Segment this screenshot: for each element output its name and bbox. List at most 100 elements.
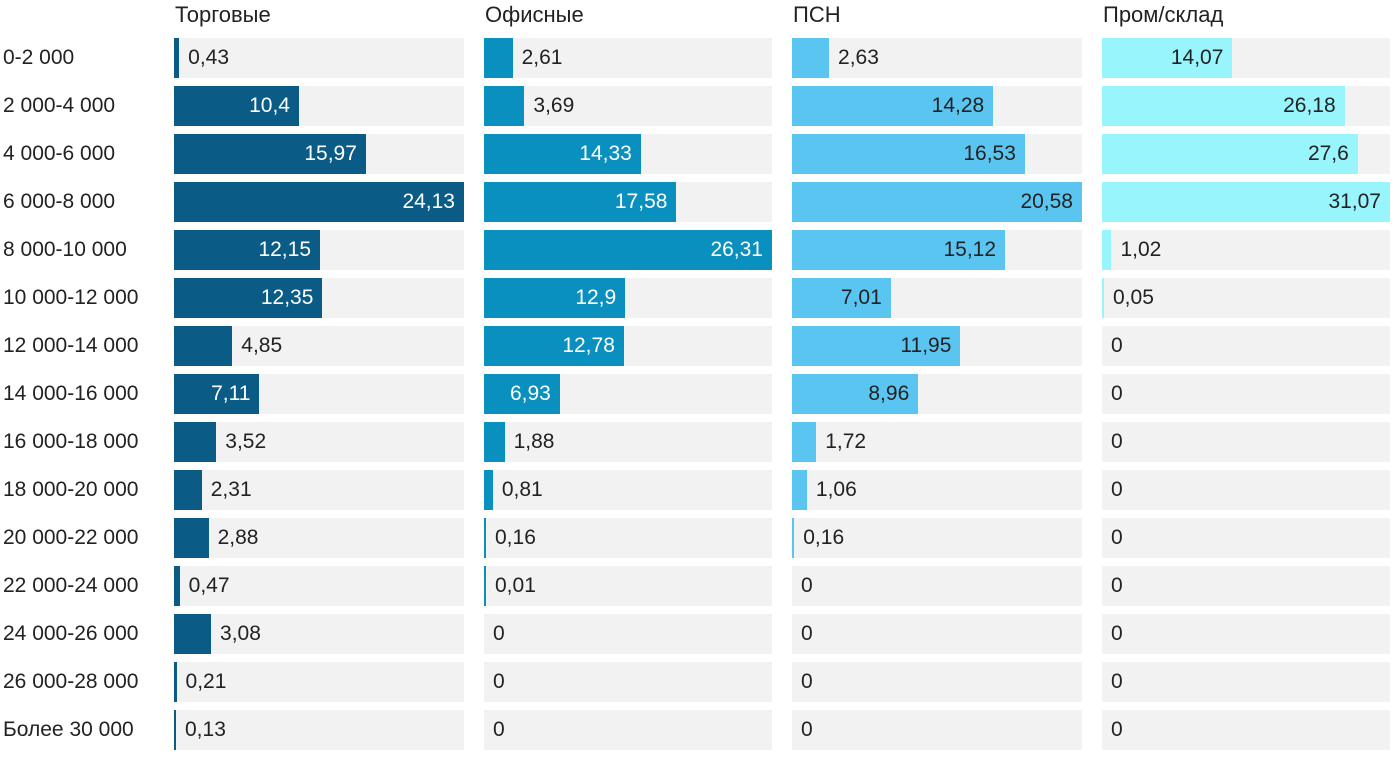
bar-track: 3,52 — [174, 422, 464, 462]
bar — [174, 614, 212, 654]
data-label: 26,18 — [1283, 94, 1336, 117]
bar-track: 1,72 — [792, 422, 1082, 462]
data-label: 0 — [1111, 430, 1123, 453]
data-label: 0 — [1111, 478, 1123, 501]
bar-track: 0 — [484, 662, 772, 702]
bar-track: 0 — [1102, 374, 1390, 414]
data-label: 2,88 — [217, 526, 259, 549]
bar-track: 0,81 — [484, 470, 772, 510]
data-label: 0,81 — [501, 478, 543, 501]
bar-track: 12,78 — [484, 326, 772, 366]
bar-track: 20,58 — [792, 182, 1082, 222]
data-label: 26,31 — [710, 238, 763, 261]
bar — [484, 182, 677, 222]
category-label: 2 000-4 000 — [3, 94, 116, 117]
bar-track: 12,9 — [484, 278, 772, 318]
bar-track: 0 — [1102, 326, 1390, 366]
data-label: 4,85 — [241, 334, 283, 357]
bar — [174, 86, 299, 126]
data-label: 0 — [1111, 622, 1123, 645]
data-label: 14,33 — [579, 142, 632, 165]
category-label: 0-2 000 — [3, 46, 75, 69]
bar-track: 0 — [1102, 566, 1390, 606]
bar-track: 15,97 — [174, 134, 464, 174]
data-label: 10,4 — [249, 94, 290, 117]
data-label: 16,53 — [963, 142, 1016, 165]
category-label: 6 000-8 000 — [3, 190, 116, 213]
bar-track: 0,13 — [174, 710, 464, 750]
panel-title: Офисные — [485, 2, 584, 27]
data-label: 2,63 — [838, 46, 879, 69]
bar-track: 3,69 — [484, 86, 772, 126]
bar — [484, 134, 641, 174]
bar-track: 2,61 — [484, 38, 772, 78]
bar — [174, 566, 180, 606]
category-label: 20 000-22 000 — [3, 526, 139, 549]
data-label: 0 — [493, 718, 505, 741]
bar-track: 0 — [792, 614, 1082, 654]
data-label: 11,95 — [900, 334, 952, 357]
bar-track: 24,13 — [174, 182, 464, 222]
bar-track: 0 — [792, 710, 1082, 750]
panel-title: Торговые — [175, 2, 271, 27]
bar-track: 12,15 — [174, 230, 464, 270]
data-label: 0,13 — [185, 718, 226, 741]
data-label: 0,47 — [188, 574, 230, 597]
bar — [484, 566, 486, 606]
bar-track: 0 — [484, 710, 772, 750]
data-label: 0 — [801, 574, 813, 597]
data-label: 3,69 — [533, 94, 575, 117]
data-label: 7,11 — [211, 382, 251, 405]
data-label: 1,02 — [1120, 238, 1162, 261]
data-label: 12,78 — [562, 334, 615, 357]
bar-track: 14,33 — [484, 134, 772, 174]
bar-track: 4,85 — [174, 326, 464, 366]
bar — [174, 470, 202, 510]
data-label: 1,88 — [513, 430, 555, 453]
bar-track: 0,16 — [792, 518, 1082, 558]
bar-track: 6,93 — [484, 374, 772, 414]
bar-track: 0 — [1102, 470, 1390, 510]
bar-track: 12,35 — [174, 278, 464, 318]
bar-track: 7,11 — [174, 374, 464, 414]
bar-track: 2,31 — [174, 470, 464, 510]
bar — [174, 134, 366, 174]
bar-track: 0,43 — [174, 38, 464, 78]
bar — [792, 134, 1025, 174]
bar-track: 0 — [484, 614, 772, 654]
category-label: 24 000-26 000 — [3, 622, 139, 645]
bar — [1102, 38, 1233, 78]
bar — [174, 38, 180, 78]
data-label: 0 — [1111, 574, 1123, 597]
data-label: 24,13 — [402, 190, 455, 213]
data-label: 17,58 — [614, 190, 668, 213]
bar — [1102, 278, 1104, 318]
panel-title: Пром/склад — [1103, 2, 1224, 27]
panel-title: ПСН — [793, 2, 841, 27]
bar-track: 17,58 — [484, 182, 772, 222]
data-label: 0,16 — [803, 526, 845, 549]
bar-track: 2,88 — [174, 518, 464, 558]
bar-track: 11,95 — [792, 326, 1082, 366]
bar — [484, 470, 493, 510]
bar — [1102, 134, 1358, 174]
bar — [174, 710, 176, 750]
data-label: 12,9 — [575, 286, 617, 309]
bar — [792, 182, 1082, 222]
bar — [792, 374, 919, 414]
bar — [792, 86, 994, 126]
data-label: 2,61 — [521, 46, 563, 69]
bar-track: 8,96 — [792, 374, 1082, 414]
bar-track: 2,63 — [792, 38, 1082, 78]
bar — [484, 518, 486, 558]
data-label: 0 — [801, 718, 813, 741]
data-label: 0 — [1111, 382, 1123, 405]
bar-track: 7,01 — [792, 278, 1082, 318]
data-label: 0 — [1111, 670, 1123, 693]
data-label: 6,93 — [509, 382, 551, 405]
data-label: 0 — [493, 622, 505, 645]
bar — [484, 278, 626, 318]
data-label: 0,43 — [188, 46, 230, 69]
bar-track: 3,08 — [174, 614, 464, 654]
